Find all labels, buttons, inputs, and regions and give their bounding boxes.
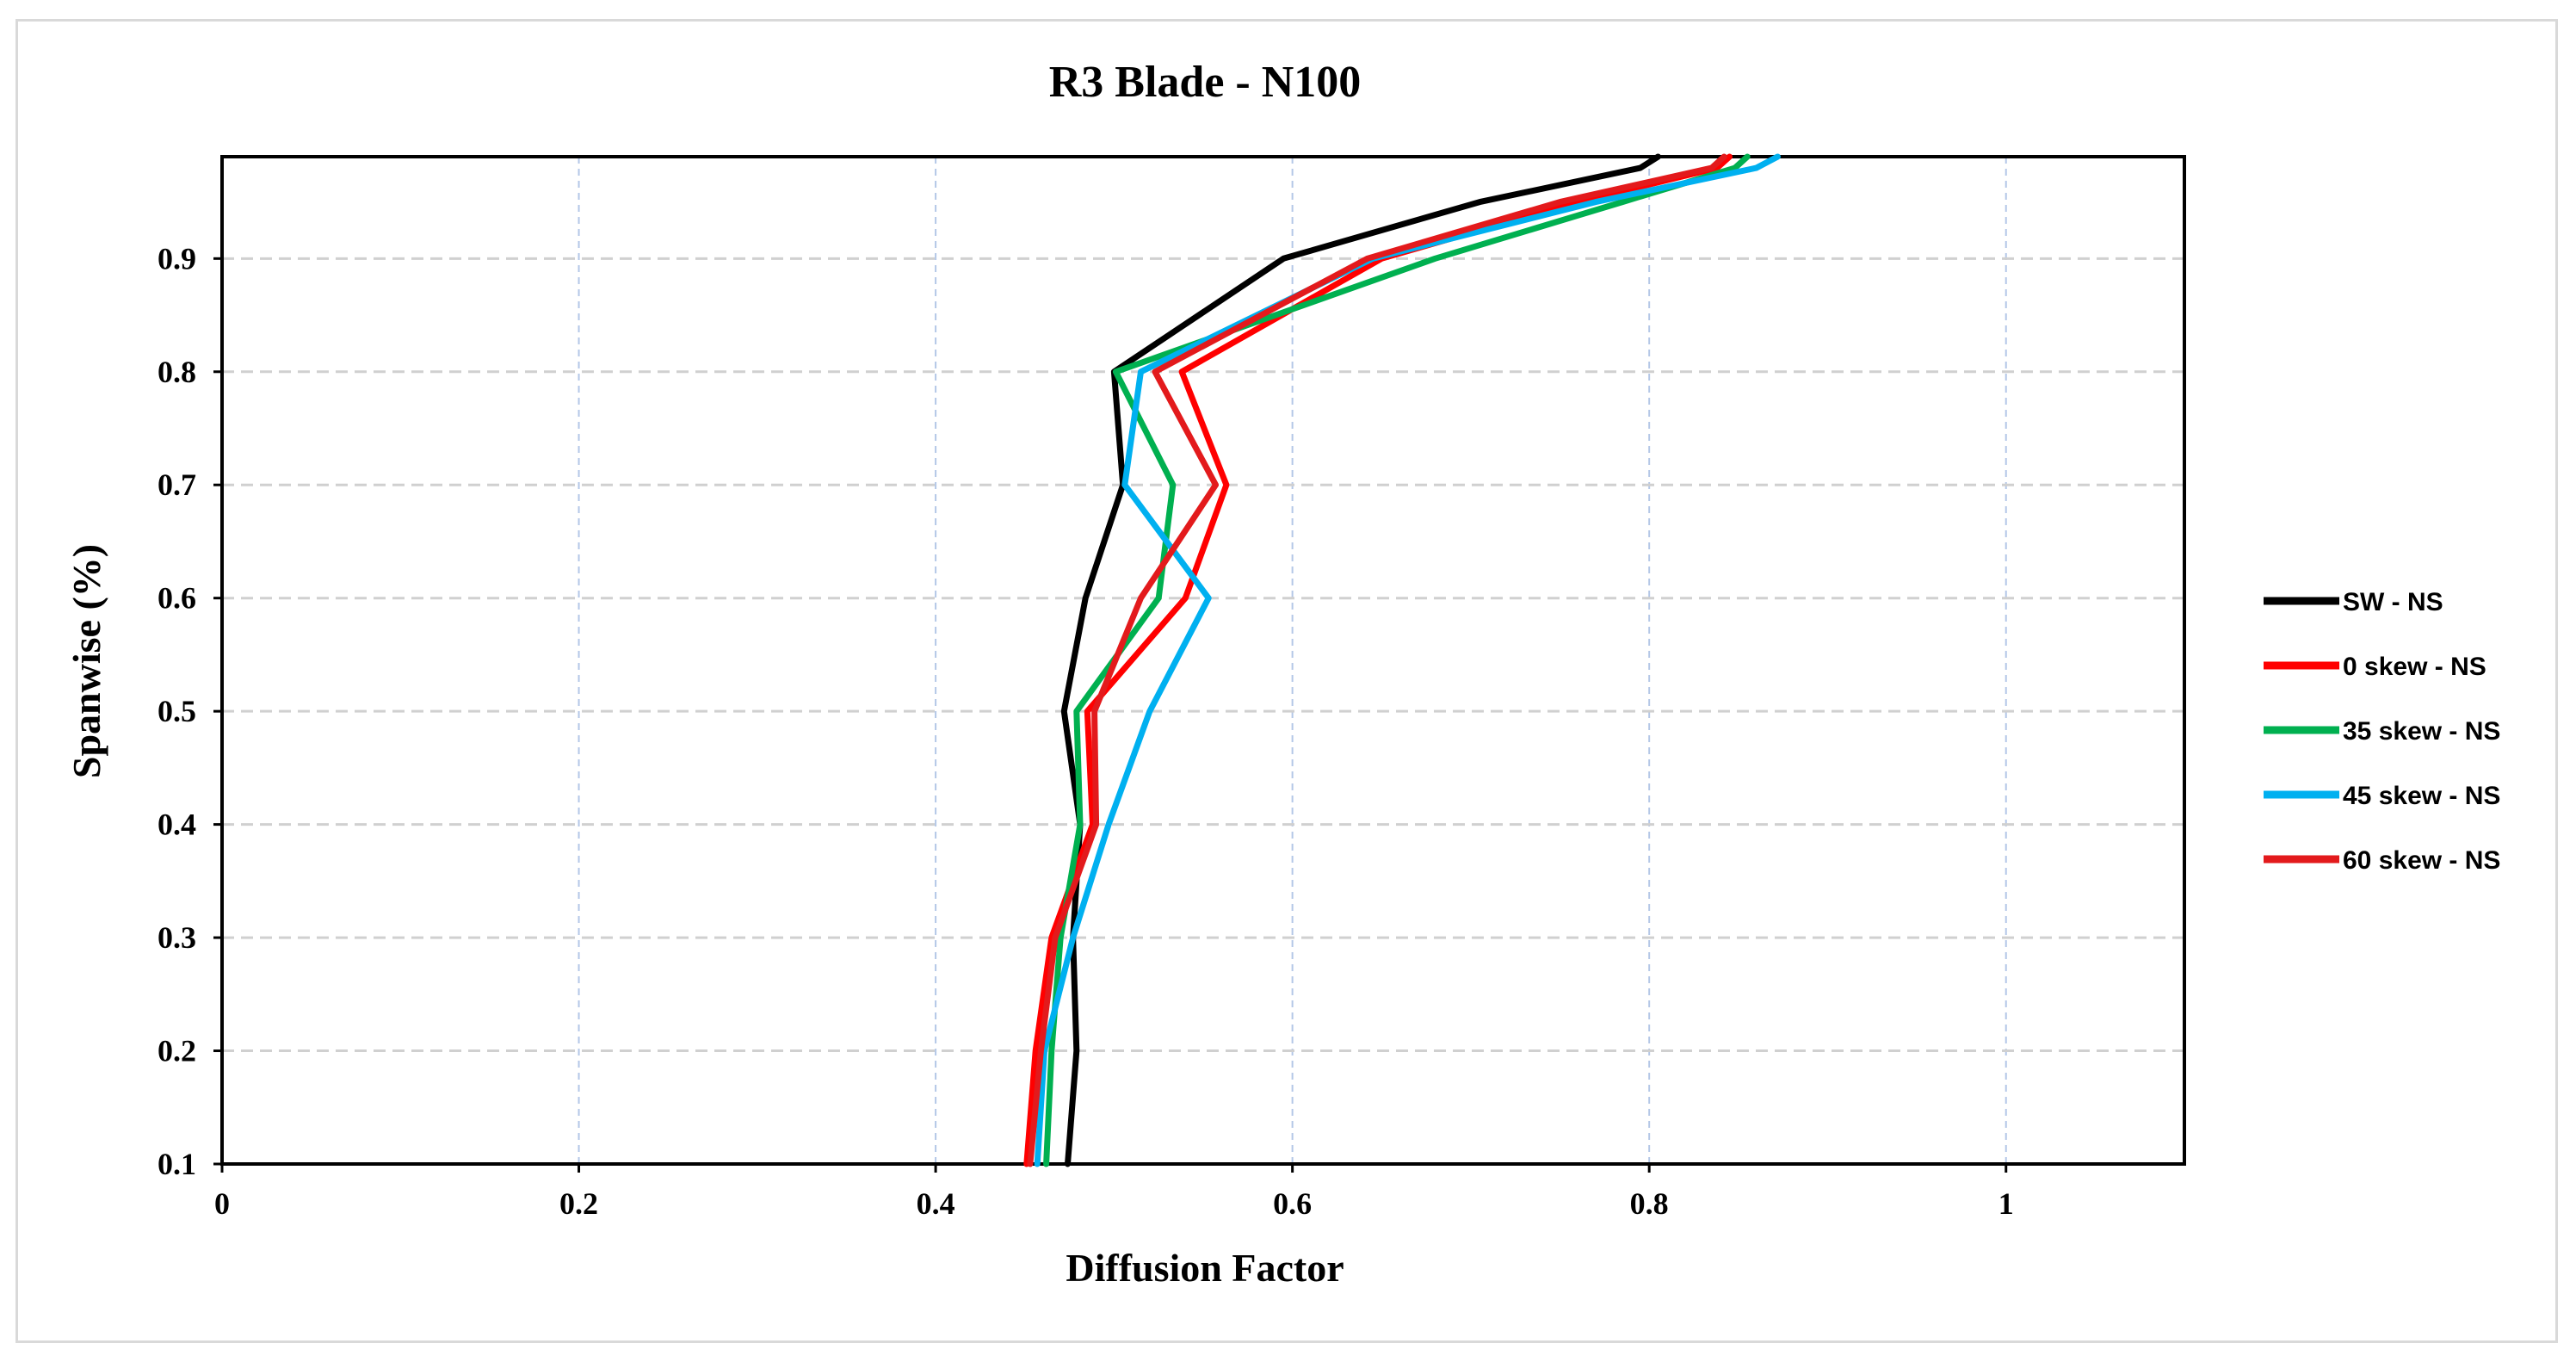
axes <box>213 155 2186 1173</box>
legend: SW - NS 0 skew - NS 35 skew - NS 45 skew - … <box>2264 588 2500 875</box>
x-tick-label: 0.4 <box>917 1186 955 1221</box>
x-tick-label: 0.6 <box>1273 1186 1312 1221</box>
legend-label-0: SW - NS <box>2343 588 2443 616</box>
legend-label-1: 0 skew - NS <box>2343 653 2486 681</box>
legend-label-4: 60 skew - NS <box>2343 846 2500 875</box>
grid <box>222 157 2184 1164</box>
series-lines <box>1023 153 1781 1167</box>
x-tick-label: 1 <box>1998 1186 2014 1221</box>
legend-label-2: 35 skew - NS <box>2343 717 2500 746</box>
y-tick-label: 0.3 <box>158 920 196 955</box>
y-tick-label: 0.2 <box>158 1034 196 1068</box>
chart-frame <box>15 19 2558 1343</box>
y-tick-label: 0.5 <box>158 694 196 728</box>
tick-labels: 0 0.2 0.4 0.6 0.8 1 0.1 0.2 0.3 0.4 0.5 0.6 0.7 0.8 0.… <box>158 241 2014 1221</box>
legend-label-3: 45 skew - NS <box>2343 782 2500 810</box>
plot-border <box>220 155 2186 1166</box>
y-tick-label: 0.9 <box>158 241 196 275</box>
series-line-2 <box>1043 153 1751 1167</box>
y-tick-label: 0.4 <box>158 808 196 842</box>
x-tick-label: 0.8 <box>1630 1186 1669 1221</box>
y-tick-label: 0.8 <box>158 355 196 389</box>
x-tick-label: 0.2 <box>559 1186 598 1221</box>
y-tick-label: 0.7 <box>158 467 196 502</box>
y-tick-label: 0.1 <box>158 1147 196 1181</box>
series-line-1 <box>1023 153 1733 1167</box>
series-line-3 <box>1034 153 1781 1167</box>
y-axis-title: Spanwise (%) <box>65 544 108 778</box>
series-line-0 <box>1060 153 1661 1167</box>
chart-title: R3 Blade - N100 <box>1049 58 1362 107</box>
x-axis-title: Diffusion Factor <box>1066 1246 1344 1290</box>
series-line-4 <box>1027 153 1727 1167</box>
x-tick-label: 0 <box>214 1186 230 1221</box>
y-tick-label: 0.6 <box>158 581 196 616</box>
